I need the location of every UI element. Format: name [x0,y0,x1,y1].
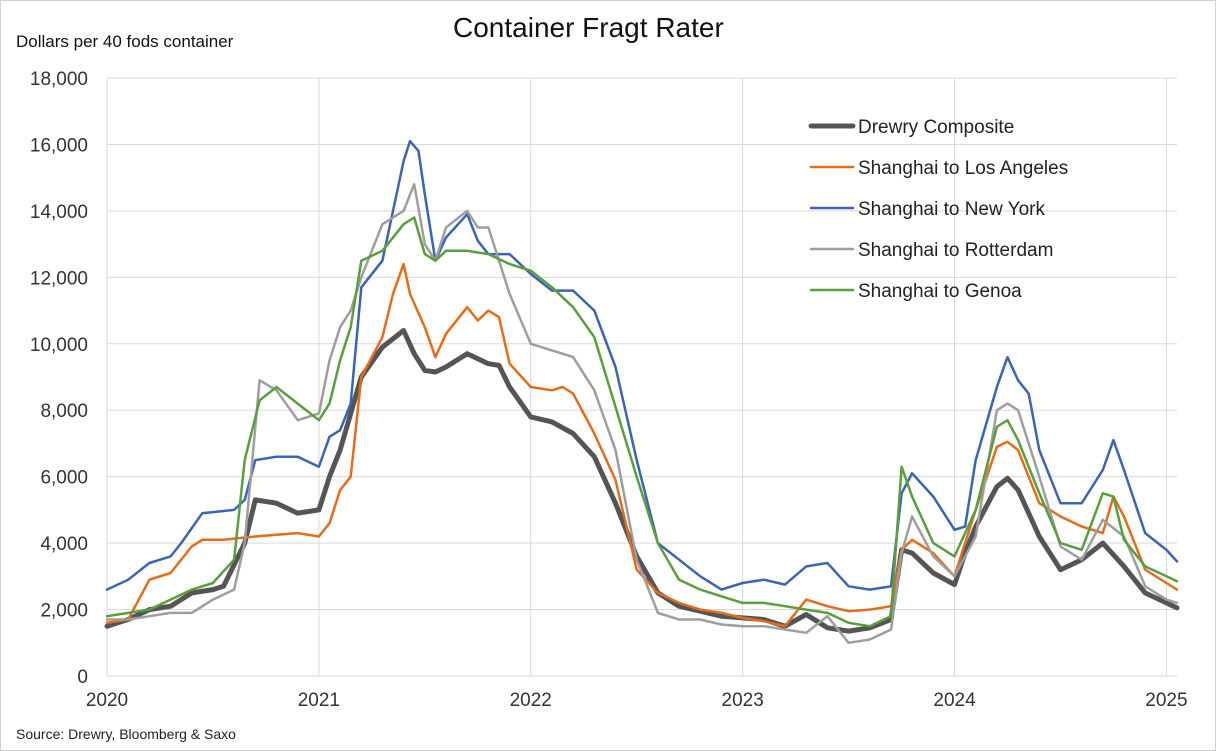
x-tick-label: 2021 [298,690,340,711]
x-tick-label: 2023 [722,690,764,711]
source-note: Source: Drewry, Bloomberg & Saxo [16,726,236,742]
legend-label: Shanghai to Rotterdam [858,240,1053,261]
y-tick-label: 14,000 [30,202,88,223]
y-axis-label: Dollars per 40 fods container [16,32,234,51]
legend-label: Shanghai to New York [858,199,1045,220]
series-line-shanghai-to-new-york [105,139,1179,591]
y-tick-label: 8,000 [40,401,88,422]
y-tick-label: 0 [77,667,88,688]
legend-label: Shanghai to Genoa [858,281,1022,302]
series-line-shanghai-to-genoa [105,216,1179,628]
x-tick-label: 2025 [1145,690,1187,711]
x-tick-label: 2022 [510,690,552,711]
x-tick-label: 2024 [933,690,976,711]
y-tick-label: 4,000 [40,534,88,555]
y-tick-label: 2,000 [40,601,88,622]
y-tick-label: 12,000 [30,268,88,289]
y-tick-label: 16,000 [30,135,88,156]
legend-label: Drewry Composite [858,117,1014,138]
y-tick-label: 10,000 [30,335,88,356]
x-tick-label: 2020 [86,690,128,711]
series-line-shanghai-to-los-angeles [105,262,1179,628]
y-tick-label: 6,000 [40,468,88,489]
series-line-shanghai-to-rotterdam [105,183,1179,645]
chart-title: Container Fragt Rater [453,12,724,43]
legend-label: Shanghai to Los Angeles [858,158,1068,179]
y-tick-label: 18,000 [30,69,88,90]
